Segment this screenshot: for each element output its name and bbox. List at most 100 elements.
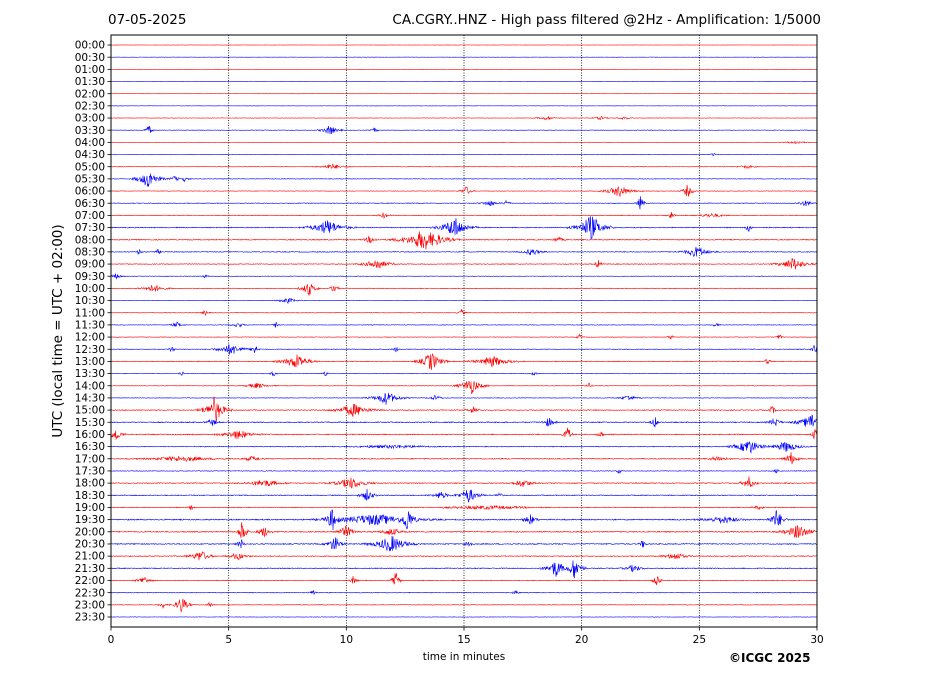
y-tick-label: 01:30: [75, 76, 105, 88]
trace-0630: [110, 196, 818, 210]
y-tick-label: 03:30: [75, 125, 105, 137]
y-tick-label: 23:30: [75, 612, 105, 624]
y-tick-label: 05:30: [75, 173, 105, 185]
trace-1330: [110, 371, 818, 377]
y-tick-label: 07:00: [75, 210, 105, 222]
y-tick-label: 00:00: [75, 40, 105, 52]
date-label: 07-05-2025: [108, 12, 187, 28]
y-tick-label: 12:30: [75, 344, 105, 356]
trace-1830: [110, 488, 818, 503]
y-tick-label: 08:00: [75, 234, 105, 246]
trace-2130: [110, 560, 818, 579]
y-tick-label: 15:30: [75, 417, 105, 429]
copyright-label: ©ICGC 2025: [729, 651, 811, 665]
y-tick-label: 13:30: [75, 368, 105, 380]
y-tick-label: 02:00: [75, 88, 105, 100]
trace-1400: [110, 380, 818, 394]
trace-1500: [110, 396, 818, 422]
y-tick-label: 10:30: [75, 295, 105, 307]
y-tick-label: 14:00: [75, 380, 105, 392]
trace-2300: [111, 598, 818, 612]
chart-title: CA.CGRY..HNZ - High pass filtered @2Hz -…: [392, 12, 821, 28]
y-tick-label: 11:30: [75, 320, 105, 332]
y-tick-label: 08:30: [75, 246, 105, 258]
x-tick-label: 15: [457, 634, 470, 646]
y-tick-label: 19:00: [75, 502, 105, 514]
y-tick-label: 21:30: [75, 563, 105, 575]
trace-1600: [110, 427, 818, 441]
trace-0530: [110, 173, 818, 187]
y-tick-label: 09:00: [75, 259, 105, 271]
y-tick-label: 01:00: [75, 64, 105, 76]
y-tick-label: 17:00: [75, 453, 105, 465]
x-tick-label: 30: [810, 634, 823, 646]
y-tick-label: 04:30: [75, 149, 105, 161]
x-tick-label: 5: [225, 634, 232, 646]
y-tick-label: 03:00: [75, 113, 105, 125]
x-tick-label: 10: [340, 634, 353, 646]
trace-1200: [110, 333, 818, 340]
y-tick-label: 05:00: [75, 161, 105, 173]
trace-0900: [110, 257, 818, 270]
trace-2230: [110, 589, 818, 596]
trace-1930: [110, 509, 818, 531]
y-axis-label: UTC (local time = UTC + 02:00): [50, 224, 66, 437]
trace-1730: [110, 468, 818, 475]
y-tick-label: 07:30: [75, 222, 105, 234]
y-tick-label: 20:30: [75, 539, 105, 551]
y-tick-label: 02:30: [75, 100, 105, 112]
trace-0830: [110, 246, 818, 257]
trace-0430: [110, 153, 818, 157]
x-tick-label: 0: [108, 634, 115, 646]
y-tick-label: 17:30: [75, 466, 105, 478]
trace-0700: [110, 211, 818, 220]
y-tick-label: 06:00: [75, 186, 105, 198]
trace-2000: [110, 522, 818, 539]
y-tick-label: 20:00: [75, 526, 105, 538]
y-tick-label: 22:30: [75, 587, 105, 599]
y-tick-label: 16:00: [75, 429, 105, 441]
trace-1900: [110, 504, 818, 511]
trace-1230: [110, 344, 818, 355]
y-tick-label: 06:30: [75, 198, 105, 210]
y-tick-label: 23:00: [75, 599, 105, 611]
trace-1300: [110, 353, 818, 370]
trace-0600: [110, 184, 818, 198]
y-tick-label: 09:30: [75, 271, 105, 283]
trace-1800: [110, 476, 818, 489]
trace-1700: [110, 452, 818, 465]
y-tick-label: 18:00: [75, 478, 105, 490]
trace-0330: [110, 126, 818, 135]
x-tick-label: 25: [693, 634, 706, 646]
y-tick-label: 19:30: [75, 514, 105, 526]
trace-1430: [110, 392, 818, 405]
y-tick-label: 22:00: [75, 575, 105, 587]
y-tick-label: 14:30: [75, 393, 105, 405]
y-tick-label: 16:30: [75, 441, 105, 453]
trace-1530: [110, 414, 818, 428]
y-tick-label: 18:30: [75, 490, 105, 502]
x-axis-label: time in minutes: [423, 651, 505, 663]
trace-0800: [110, 231, 818, 250]
y-tick-label: 04:00: [75, 137, 105, 149]
trace-2100: [110, 551, 818, 561]
x-tick-label: 20: [575, 634, 588, 646]
y-tick-label: 00:30: [75, 52, 105, 64]
trace-0930: [110, 273, 818, 280]
trace-0730: [110, 216, 818, 240]
y-tick-label: 13:00: [75, 356, 105, 368]
y-tick-label: 11:00: [75, 307, 105, 319]
y-tick-label: 15:00: [75, 405, 105, 417]
y-tick-label: 12:00: [75, 332, 105, 344]
trace-1130: [110, 321, 818, 328]
trace-0400: [110, 141, 818, 144]
trace-1630: [110, 440, 818, 454]
trace-0300: [110, 115, 818, 121]
trace-1000: [110, 284, 818, 296]
trace-2200: [110, 573, 818, 586]
trace-1030: [110, 297, 818, 304]
y-tick-label: 10:00: [75, 283, 105, 295]
y-tick-label: 21:00: [75, 551, 105, 563]
trace-0500: [110, 163, 818, 170]
